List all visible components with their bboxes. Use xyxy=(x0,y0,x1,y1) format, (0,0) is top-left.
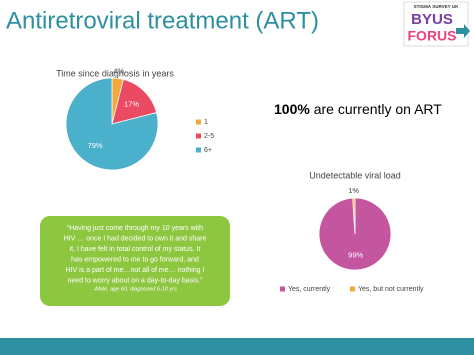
legend-label: Yes, but not currently xyxy=(358,286,424,293)
legend-swatch xyxy=(196,119,201,125)
logo-line2: FORUS xyxy=(408,28,457,44)
slide-title: Antiretroviral treatment (ART) xyxy=(6,7,319,34)
legend-label: 2-5 xyxy=(204,133,214,140)
chart-title: Time since diagnosis in years xyxy=(56,68,174,78)
data-label: 4% xyxy=(113,66,124,75)
legend-label: 6+ xyxy=(204,147,212,154)
pie-slice xyxy=(65,77,159,171)
quote-box xyxy=(40,216,230,306)
legend-label: Yes, currently xyxy=(288,286,331,293)
legend-swatch xyxy=(350,286,355,292)
footer-band xyxy=(0,338,474,355)
statement: 100% are currently on ART xyxy=(274,101,442,117)
quote-line: HIV … once I had decided to own it and s… xyxy=(64,235,207,242)
quote-line: need to worry about on a day-to-day basi… xyxy=(67,277,203,284)
data-label: 17% xyxy=(124,99,139,108)
logo-arrow xyxy=(456,24,470,38)
quote: “Having just come through my 10 years wi… xyxy=(64,225,207,293)
quote-line: “Having just come through my 10 years wi… xyxy=(67,225,203,232)
quote-line: has empowered to me to go forward, and xyxy=(71,256,199,263)
data-label: 99% xyxy=(348,251,363,260)
pie-slice xyxy=(352,197,356,235)
quote-attribution: -Male, age 60, diagnosed 6-10 yrs xyxy=(93,286,177,292)
legend-swatch xyxy=(196,147,201,153)
logo-frame xyxy=(403,1,469,47)
legend-swatch xyxy=(280,286,285,292)
logo-line1: BYUS xyxy=(411,11,453,28)
statement-bold: 100% xyxy=(274,101,310,117)
logo-top: STIGMA SURVEY UK xyxy=(414,4,459,9)
pie-slice xyxy=(111,78,158,125)
statement-text: are currently on ART xyxy=(314,101,443,117)
legend-label: 1 xyxy=(204,119,208,126)
data-label: 1% xyxy=(348,186,359,195)
chart-title: Undetectable viral load xyxy=(309,170,401,180)
quote-line: HIV is a part of me…not all of me… nothi… xyxy=(66,267,205,274)
logo: STIGMA SURVEY UK BYUS FORUS xyxy=(403,1,470,47)
legend-swatch xyxy=(196,133,201,139)
quote-line: it, I have felt in total control of my s… xyxy=(70,246,201,253)
data-label: 79% xyxy=(88,141,103,150)
